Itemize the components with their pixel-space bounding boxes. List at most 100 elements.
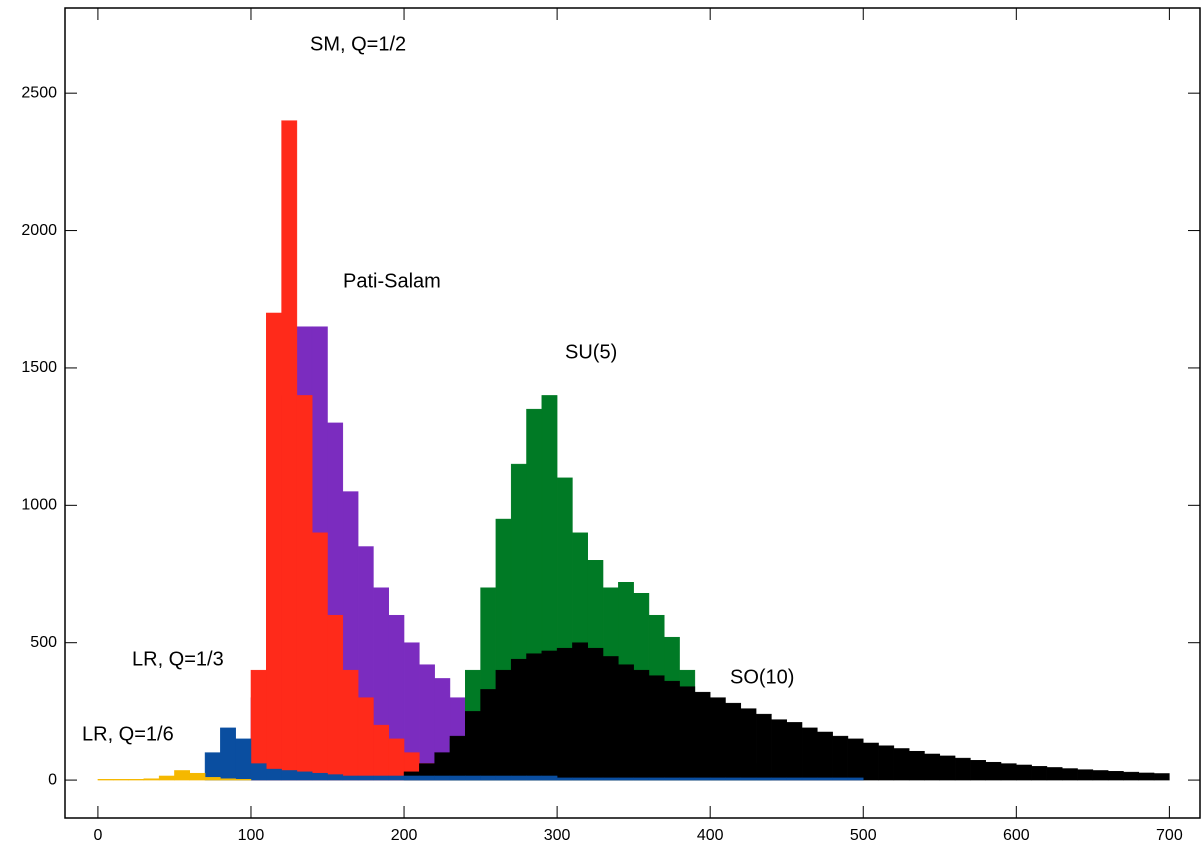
x-tick-label: 500 bbox=[850, 827, 877, 844]
bar bbox=[373, 724, 389, 781]
bar bbox=[143, 778, 160, 781]
bar bbox=[755, 777, 772, 781]
bar bbox=[709, 777, 726, 781]
y-tick-label: 0 bbox=[48, 771, 57, 788]
bar bbox=[97, 779, 114, 781]
series-label: SO(10) bbox=[730, 666, 794, 688]
bar bbox=[709, 697, 726, 781]
bar bbox=[970, 760, 986, 781]
bar bbox=[786, 722, 803, 781]
bar bbox=[1138, 772, 1155, 781]
bar bbox=[266, 312, 282, 781]
x-tick-label: 0 bbox=[93, 827, 102, 844]
series-label: LR, Q=1/6 bbox=[82, 723, 174, 745]
bar bbox=[128, 779, 145, 781]
bar bbox=[771, 719, 787, 781]
bar bbox=[725, 777, 742, 781]
x-tick-label: 700 bbox=[1156, 827, 1183, 844]
bar bbox=[832, 777, 849, 781]
x-tick-label: 400 bbox=[697, 827, 724, 844]
series-label: LR, Q=1/3 bbox=[132, 648, 224, 670]
bar bbox=[357, 697, 374, 781]
bar bbox=[510, 658, 527, 781]
y-tick-label: 2500 bbox=[21, 84, 57, 101]
bar bbox=[985, 761, 1002, 781]
bar bbox=[541, 775, 558, 781]
bar bbox=[572, 642, 588, 781]
bar bbox=[235, 779, 252, 781]
bar bbox=[526, 653, 543, 781]
bar bbox=[327, 614, 344, 781]
bar bbox=[740, 777, 757, 781]
bar bbox=[235, 738, 252, 781]
bar bbox=[740, 708, 757, 781]
bar bbox=[541, 650, 558, 781]
y-tick-label: 1500 bbox=[21, 359, 57, 376]
bar bbox=[403, 775, 420, 781]
plot-frame bbox=[64, 7, 1201, 819]
bar bbox=[847, 738, 864, 781]
bar bbox=[296, 771, 313, 781]
bar bbox=[1153, 773, 1170, 781]
bar bbox=[480, 689, 497, 781]
bar bbox=[204, 777, 221, 781]
bar bbox=[419, 664, 435, 781]
bar bbox=[1061, 768, 1078, 781]
bar bbox=[755, 713, 772, 781]
bar bbox=[1016, 764, 1032, 781]
bar bbox=[204, 752, 221, 781]
bar bbox=[679, 777, 696, 781]
bar bbox=[1000, 763, 1017, 781]
bar bbox=[342, 669, 359, 781]
bar bbox=[158, 775, 175, 781]
bar bbox=[664, 680, 680, 781]
bar bbox=[1031, 766, 1048, 781]
bar bbox=[801, 727, 818, 781]
bar bbox=[327, 774, 344, 781]
bar bbox=[281, 120, 298, 781]
bar bbox=[1092, 770, 1109, 781]
bar bbox=[220, 727, 236, 781]
bar bbox=[189, 772, 206, 781]
bar bbox=[419, 775, 435, 781]
bar bbox=[1046, 767, 1063, 781]
bar bbox=[526, 775, 543, 781]
bar bbox=[480, 775, 497, 781]
bar bbox=[174, 770, 191, 781]
bar bbox=[281, 770, 298, 781]
bar bbox=[342, 775, 359, 781]
bar bbox=[618, 777, 634, 781]
bar bbox=[801, 777, 818, 781]
bar bbox=[556, 777, 573, 781]
bar bbox=[266, 768, 282, 781]
bar bbox=[648, 777, 665, 781]
bar bbox=[220, 778, 236, 781]
bar bbox=[908, 750, 925, 781]
bar bbox=[449, 775, 466, 781]
series-label: SM, Q=1/2 bbox=[310, 33, 406, 55]
bar bbox=[250, 763, 267, 781]
bar bbox=[664, 777, 680, 781]
series-label: Pati-Salam bbox=[343, 270, 441, 292]
x-tick-label: 600 bbox=[1003, 827, 1030, 844]
bar bbox=[817, 777, 833, 781]
bar bbox=[1107, 771, 1124, 781]
bar bbox=[572, 777, 588, 781]
bar bbox=[618, 664, 634, 781]
x-tick-label: 200 bbox=[391, 827, 418, 844]
bar bbox=[465, 711, 481, 781]
bar bbox=[556, 647, 573, 781]
bar bbox=[311, 532, 328, 781]
bar bbox=[924, 753, 941, 781]
bar bbox=[832, 735, 849, 781]
x-tick-label: 100 bbox=[238, 827, 265, 844]
bar bbox=[1077, 769, 1094, 781]
bar bbox=[725, 702, 742, 781]
bar bbox=[388, 738, 405, 781]
bar bbox=[495, 669, 512, 781]
bar bbox=[633, 777, 650, 781]
bar bbox=[311, 772, 328, 781]
x-tick-label: 300 bbox=[544, 827, 571, 844]
bar bbox=[373, 775, 389, 781]
